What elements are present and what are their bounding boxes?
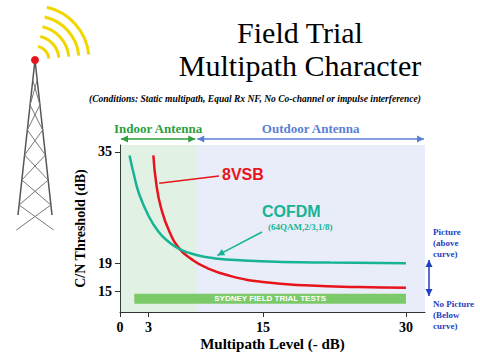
svg-text:35: 35 — [98, 144, 112, 159]
svg-text:15: 15 — [98, 284, 112, 299]
svg-text:(Conditions: Static multipath,: (Conditions: Static multipath, Equal Rx … — [89, 94, 421, 105]
svg-text:C/N Threshold (dB): C/N Threshold (dB) — [73, 169, 89, 288]
svg-text:(Below: (Below — [433, 310, 460, 320]
svg-text:Multipath Character: Multipath Character — [179, 49, 421, 82]
svg-text:30: 30 — [399, 320, 413, 335]
svg-text:Picture: Picture — [433, 227, 461, 237]
svg-text:Indoor Antenna: Indoor Antenna — [114, 121, 203, 136]
svg-text:(64QAM,2/3,1/8): (64QAM,2/3,1/8) — [268, 222, 333, 232]
svg-text:3: 3 — [145, 320, 152, 335]
svg-text:15: 15 — [256, 320, 270, 335]
svg-text:Outdoor Antenna: Outdoor Antenna — [262, 121, 360, 136]
svg-text:8VSB: 8VSB — [222, 166, 264, 183]
svg-text:(above: (above — [433, 238, 459, 248]
svg-text:Multipath Level (- dB): Multipath Level (- dB) — [200, 336, 345, 353]
svg-text:COFDM: COFDM — [262, 203, 321, 220]
svg-text:No Picture: No Picture — [433, 299, 474, 309]
svg-text:curve): curve) — [433, 321, 458, 331]
svg-text:SYDNEY FIELD TRIAL TESTS: SYDNEY FIELD TRIAL TESTS — [214, 294, 326, 303]
svg-text:19: 19 — [98, 256, 112, 271]
svg-text:curve): curve) — [433, 249, 458, 259]
svg-text:Field Trial: Field Trial — [237, 16, 363, 49]
svg-text:0: 0 — [117, 320, 124, 335]
